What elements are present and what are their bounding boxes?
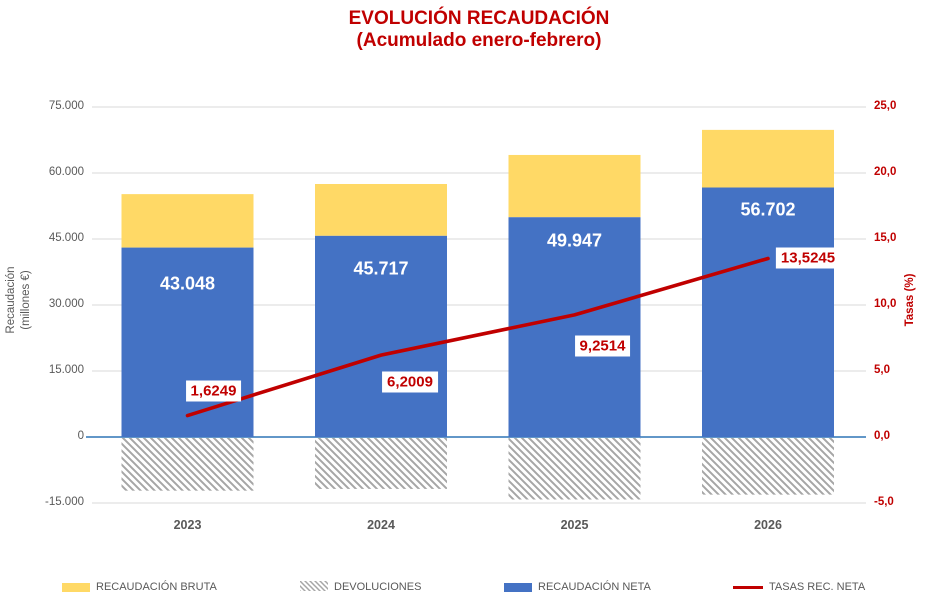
bar-recaudacion-bruta: [702, 129, 834, 188]
bar-recaudacion-bruta: [315, 184, 447, 236]
legend-item-recaudacion-bruta: RECAUDACIÓN BRUTA: [62, 579, 217, 595]
legend-label-devoluciones: DEVOLUCIONES: [334, 581, 422, 593]
bar-recaudacion-neta: [702, 187, 834, 437]
legend-swatch-neta: [504, 582, 532, 592]
chart-title: EVOLUCIÓN RECAUDACIÓN (Acumulado enero-f…: [33, 8, 925, 52]
bar-devoluciones: [508, 438, 641, 500]
bar-recaudacion-bruta: [121, 194, 254, 248]
hatch-swatch-icon: [300, 580, 328, 591]
bar-recaudacion-bruta: [508, 154, 641, 218]
bar-recaudacion-neta: [315, 235, 447, 437]
right-axis-title: Tasas (%): [904, 273, 916, 327]
bar-devoluciones: [315, 438, 447, 489]
legend-swatch-bruta: [62, 582, 90, 592]
legend-label-bruta: RECAUDACIÓN BRUTA: [96, 581, 217, 593]
legend-item-recaudacion-neta: RECAUDACIÓN NETA: [504, 579, 651, 595]
legend-label-neta: RECAUDACIÓN NETA: [538, 581, 651, 593]
left-axis-title: Recaudación (millones €): [4, 200, 44, 400]
bars-group: [121, 129, 834, 500]
bar-devoluciones: [702, 438, 834, 495]
legend-swatch-tasas: [733, 585, 763, 589]
legend-label-tasas: TASAS REC. NETA: [769, 581, 866, 593]
chart-title-line2: (Acumulado enero-febrero): [356, 30, 602, 51]
left-axis-title-line2: (millones €): [20, 270, 32, 330]
line-series-group: [185, 256, 770, 418]
legend-swatch-devoluciones: [300, 580, 328, 594]
tasas-line: [185, 256, 770, 418]
bar-recaudacion-neta: [121, 247, 254, 437]
bar-devoluciones: [121, 438, 254, 491]
chart-title-line1: EVOLUCIÓN RECAUDACIÓN: [348, 8, 610, 29]
legend-item-devoluciones: DEVOLUCIONES: [300, 579, 421, 595]
bar-recaudacion-neta: [508, 217, 641, 437]
legend-item-tasas: TASAS REC. NETA: [733, 579, 865, 595]
left-axis-title-line1: Recaudación: [5, 266, 17, 334]
